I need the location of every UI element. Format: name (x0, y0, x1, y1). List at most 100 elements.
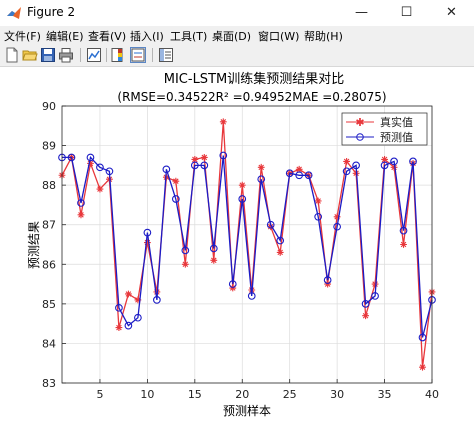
data-point-true (324, 280, 332, 288)
colorbar-icon[interactable] (110, 47, 126, 63)
data-point-true (333, 213, 341, 221)
x-tick-label: 5 (96, 388, 103, 401)
data-point-pred (257, 175, 266, 184)
data-point-true (381, 156, 388, 163)
data-point-true (267, 223, 275, 231)
data-point-pred (409, 157, 417, 166)
maximize-button[interactable]: ☐ (400, 5, 413, 20)
menu-view[interactable]: 查看(V) (88, 30, 127, 43)
data-point-pred (266, 220, 275, 229)
y-tick-label: 89 (42, 140, 56, 153)
save-icon[interactable] (40, 47, 56, 63)
axes-box (61, 105, 433, 384)
data-point-pred (342, 167, 351, 176)
legend-box (341, 112, 428, 146)
x-tick-label: 25 (283, 388, 297, 401)
new-figure-icon[interactable] (4, 47, 20, 63)
menu-window[interactable]: 窗口(W) (258, 30, 300, 43)
data-point-pred (105, 167, 114, 176)
matlab-app-icon (7, 7, 21, 19)
data-point-true (257, 163, 265, 171)
data-point-pred (77, 199, 85, 207)
chart-title-line2: (RMSE=0.34522R² =0.94952MAE =0.28075) (117, 90, 386, 104)
data-point-true (400, 241, 407, 248)
menu-desktop[interactable]: 桌面(D) (212, 30, 252, 43)
minimize-button[interactable]: — (355, 5, 368, 20)
menu-insert[interactable]: 插入(I) (130, 30, 164, 43)
data-point-pred (153, 296, 161, 304)
menu-help[interactable]: 帮助(H) (304, 30, 343, 43)
x-tick-label: 15 (188, 388, 202, 401)
data-point-pred (304, 171, 313, 180)
data-point-pred (134, 313, 142, 322)
menu-bar: 文件(F) 编辑(E) 查看(V) 插入(I) 工具(T) 桌面(D) 窗口(W… (0, 26, 474, 44)
data-point-true (390, 163, 398, 171)
data-point-true (314, 197, 322, 205)
data-point-pred (361, 300, 370, 308)
data-point-pred (171, 195, 180, 203)
x-axis-label: 预测样本 (223, 403, 271, 418)
data-point-true (191, 156, 199, 163)
data-point-true (115, 324, 123, 331)
y-axis-label: 预测结果 (27, 221, 41, 269)
data-point-pred (238, 195, 247, 203)
data-point-true (134, 296, 142, 304)
data-point-pred (333, 222, 341, 231)
data-point-pred (143, 228, 152, 237)
data-point-pred (247, 292, 256, 300)
data-point-true (371, 280, 379, 288)
toolbar (0, 44, 474, 67)
menu-edit[interactable]: 编辑(E) (46, 30, 84, 43)
data-point-pred (276, 236, 285, 245)
x-tick-label: 40 (425, 388, 439, 401)
data-point-true (276, 249, 284, 256)
data-point-pred (219, 151, 228, 160)
legend-icon[interactable] (130, 47, 146, 63)
data-point-true (419, 363, 426, 371)
x-tick-label: 35 (378, 388, 392, 401)
data-point-true (295, 165, 303, 173)
print-icon[interactable] (58, 47, 74, 63)
data-point-true (229, 284, 237, 292)
x-tick-label: 30 (330, 388, 344, 401)
x-tick-label: 20 (235, 388, 249, 401)
menu-file[interactable]: 文件(F) (4, 30, 41, 43)
y-tick-label: 86 (42, 258, 56, 271)
close-button[interactable]: ✕ (446, 5, 457, 20)
data-point-pred (181, 246, 190, 255)
data-point-pred (96, 163, 104, 172)
data-point-true (143, 239, 151, 246)
data-point-pred (323, 276, 332, 284)
data-point-pred (380, 161, 389, 170)
data-point-true (96, 185, 104, 193)
data-point-true (172, 177, 180, 185)
title-bar: Figure 2 — ☐ ✕ (0, 0, 474, 27)
data-point-pred (115, 303, 123, 312)
toolbar-separator (106, 48, 107, 62)
y-tick-label: 90 (42, 100, 56, 113)
legend-label-pred: 预测值 (380, 131, 413, 144)
data-point-pred (390, 157, 398, 166)
data-point-pred (295, 171, 304, 180)
link-plot-icon[interactable] (86, 47, 102, 63)
data-point-true (77, 211, 85, 219)
chart-svg[interactable]: MIC-LSTM训练集预测结果对比 (RMSE=0.34522R² =0.949… (0, 67, 474, 424)
legend-star-icon: ✱ (355, 116, 364, 129)
data-point-pred (228, 280, 237, 288)
property-editor-icon[interactable] (158, 47, 174, 63)
data-point-pred (124, 321, 133, 330)
window-title: Figure 2 (27, 5, 76, 19)
chart-title-line1: MIC-LSTM训练集预测结果对比 (164, 71, 344, 87)
data-point-pred (162, 165, 171, 174)
y-tick-label: 84 (42, 337, 56, 350)
data-point-true (200, 154, 208, 161)
y-tick-label: 83 (42, 377, 56, 390)
data-point-pred (67, 153, 76, 162)
data-point-true (87, 159, 94, 167)
data-point-pred (399, 226, 408, 235)
data-point-pred (285, 169, 294, 178)
data-point-true (125, 290, 132, 298)
open-file-icon[interactable] (22, 47, 38, 63)
menu-tools[interactable]: 工具(T) (170, 30, 208, 43)
data-point-true (210, 256, 218, 264)
